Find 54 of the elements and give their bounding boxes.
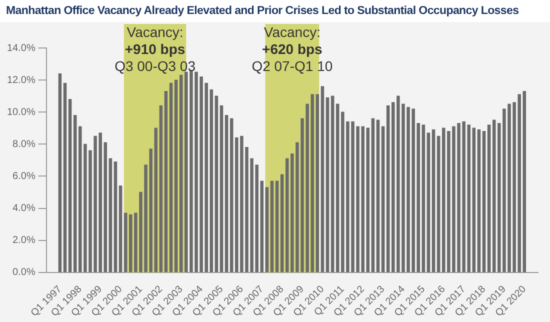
- bar: [436, 136, 440, 272]
- bar: [224, 114, 228, 272]
- bar: [426, 132, 430, 272]
- bar: [68, 98, 72, 272]
- bar: [366, 128, 370, 272]
- bar: [487, 124, 491, 272]
- bar: [336, 104, 340, 272]
- y-tick-label: 10.0%: [6, 106, 36, 118]
- bar: [159, 105, 163, 272]
- y-tick-label: 12.0%: [6, 74, 36, 86]
- bar: [280, 174, 284, 272]
- bar: [330, 96, 334, 272]
- bar: [220, 105, 224, 272]
- bar: [265, 187, 269, 272]
- bar: [472, 128, 476, 272]
- bar: [58, 73, 62, 272]
- bar: [376, 120, 380, 272]
- bar: [275, 180, 279, 272]
- bar: [108, 158, 112, 272]
- bar: [210, 89, 214, 272]
- y-tick-label: 2.0%: [12, 235, 36, 246]
- bar: [179, 74, 183, 272]
- bar: [386, 105, 390, 272]
- y-tick-label: 6.0%: [12, 170, 36, 182]
- bar: [432, 129, 436, 272]
- bar: [73, 114, 77, 272]
- y-tick-label: 8.0%: [12, 138, 36, 150]
- y-tick-label: 0.0%: [12, 267, 36, 278]
- bar: [104, 142, 108, 272]
- bar: [316, 94, 320, 272]
- bar: [214, 96, 218, 272]
- bar: [164, 90, 168, 272]
- bar: [416, 123, 420, 272]
- bar: [174, 80, 178, 272]
- bar: [477, 129, 481, 272]
- chart-title: Manhattan Office Vacancy Already Elevated and Prior Crises Led to Substantial Occupancy Losses: [5, 4, 520, 19]
- bar: [230, 118, 234, 272]
- bar: [114, 161, 118, 272]
- bar: [422, 124, 426, 272]
- y-tick-label: 14.0%: [6, 42, 36, 54]
- bar: [270, 180, 274, 272]
- bar: [320, 86, 324, 272]
- bar: [169, 82, 173, 272]
- bar: [326, 97, 330, 272]
- bar: [381, 126, 385, 272]
- bar: [492, 120, 496, 272]
- bar: [482, 131, 486, 272]
- bar: [124, 212, 128, 272]
- bar: [522, 90, 526, 272]
- y-tick-label: 4.0%: [12, 203, 36, 214]
- bar: [260, 180, 264, 272]
- bar: [118, 186, 122, 272]
- bar: [63, 82, 67, 272]
- bar: [371, 118, 375, 272]
